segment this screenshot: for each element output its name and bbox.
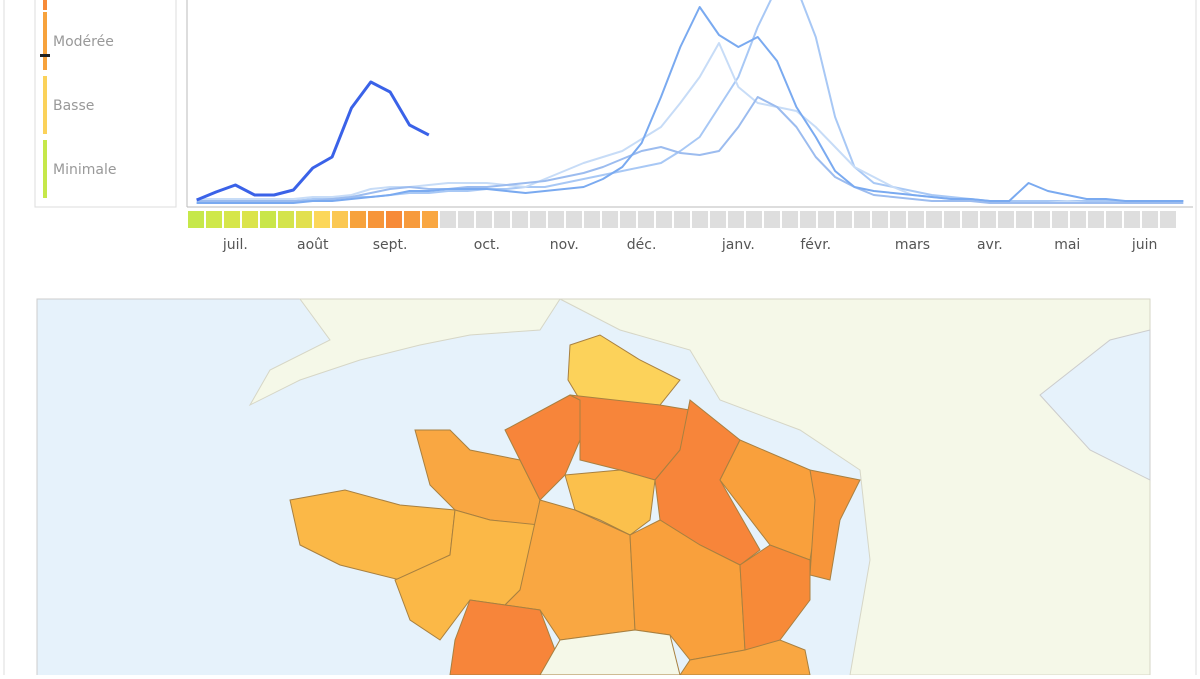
series-line — [196, 96, 1184, 204]
x-tick-label: août — [297, 237, 329, 253]
level-cell — [296, 211, 312, 228]
level-cell — [872, 211, 888, 228]
region — [449, 599, 556, 676]
level-cell — [674, 211, 690, 228]
level-cell — [512, 211, 528, 228]
region — [809, 469, 861, 581]
level-cell — [530, 211, 546, 228]
legend-box — [34, 0, 177, 208]
legend-color — [43, 0, 47, 10]
x-tick-label: mars — [895, 237, 930, 253]
level-cell — [764, 211, 780, 228]
level-cell — [224, 211, 240, 228]
level-cell — [242, 211, 258, 228]
x-tick-label: nov. — [550, 237, 579, 253]
legend-color — [43, 12, 47, 70]
level-cell — [278, 211, 294, 228]
level-cell — [1088, 211, 1104, 228]
legend: Modérée Basse Minimale — [40, 0, 116, 198]
level-cell — [890, 211, 906, 228]
level-cell — [602, 211, 618, 228]
level-cell — [944, 211, 960, 228]
level-cell — [566, 211, 582, 228]
level-cell — [782, 211, 798, 228]
series-line — [196, 6, 1184, 204]
legend-marker — [40, 54, 50, 57]
level-cell — [314, 211, 330, 228]
level-cell — [548, 211, 564, 228]
level-cell — [404, 211, 420, 228]
level-cell — [656, 211, 672, 228]
map-lake — [1039, 329, 1151, 481]
series-line — [196, 0, 1184, 204]
x-tick-label: févr. — [800, 237, 831, 253]
map-land — [248, 298, 561, 407]
x-tick-label: janv. — [721, 237, 755, 253]
level-cell — [206, 211, 222, 228]
x-tick-label: mai — [1054, 237, 1080, 253]
level-cell — [1124, 211, 1140, 228]
level-cell — [350, 211, 366, 228]
region — [539, 629, 681, 676]
x-tick-label: sept. — [373, 237, 408, 253]
level-cell — [440, 211, 456, 228]
level-cell — [1052, 211, 1068, 228]
x-tick-label: juil. — [222, 237, 248, 253]
x-tick-label: déc. — [627, 237, 657, 253]
level-cell — [908, 211, 924, 228]
map-land — [559, 298, 1151, 676]
level-cell — [188, 211, 204, 228]
level-cell — [260, 211, 276, 228]
level-cell — [962, 211, 978, 228]
level-cell — [728, 211, 744, 228]
level-cell — [854, 211, 870, 228]
level-cell — [746, 211, 762, 228]
level-cell — [638, 211, 654, 228]
level-cell — [710, 211, 726, 228]
level-cell — [476, 211, 492, 228]
chart: juil. août sept. oct. nov. déc. janv. févr. mars… — [186, 0, 1193, 253]
x-tick-label: juin — [1131, 237, 1158, 253]
level-cell — [386, 211, 402, 228]
series-line — [196, 80, 430, 202]
legend-label: Modérée — [53, 34, 114, 50]
level-cell — [1142, 211, 1158, 228]
level-cell — [584, 211, 600, 228]
legend-color — [43, 76, 47, 134]
level-cell — [980, 211, 996, 228]
level-cell — [926, 211, 942, 228]
legend-label: Basse — [53, 98, 94, 114]
region — [567, 334, 681, 406]
level-cell — [1070, 211, 1086, 228]
level-cell — [836, 211, 852, 228]
level-cell — [1016, 211, 1032, 228]
level-cell — [1106, 211, 1122, 228]
level-cell — [800, 211, 816, 228]
level-cell — [458, 211, 474, 228]
level-cell — [422, 211, 438, 228]
level-cell — [332, 211, 348, 228]
map — [36, 298, 1151, 679]
level-cell — [1034, 211, 1050, 228]
level-cell — [692, 211, 708, 228]
level-cell — [998, 211, 1014, 228]
level-cell — [1160, 211, 1176, 228]
x-tick-label: oct. — [474, 237, 500, 253]
level-cell — [494, 211, 510, 228]
legend-label: Minimale — [53, 162, 116, 178]
level-cell — [368, 211, 384, 228]
x-tick-label: avr. — [977, 237, 1003, 253]
level-cell — [818, 211, 834, 228]
legend-color — [43, 140, 47, 198]
level-cell — [620, 211, 636, 228]
